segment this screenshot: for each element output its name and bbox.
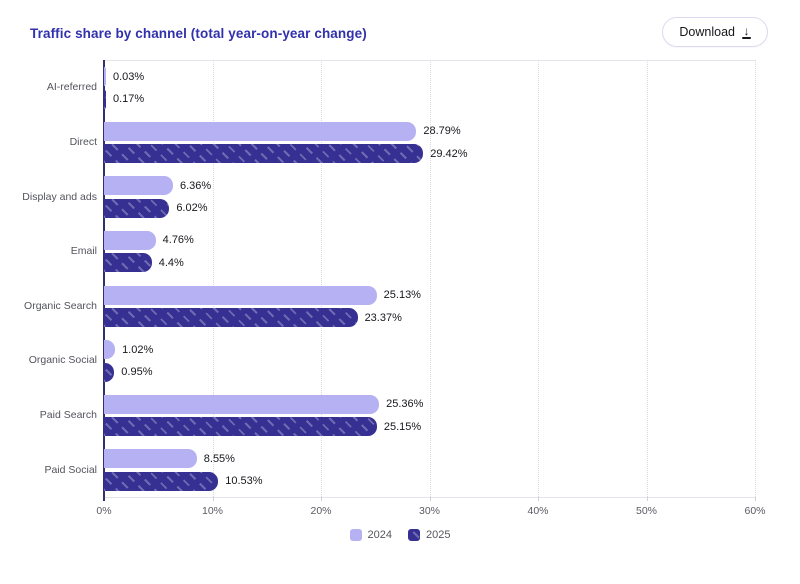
x-tick-label: 0% <box>96 505 112 517</box>
bar-2025 <box>104 89 106 109</box>
category-label: Email <box>70 245 97 258</box>
bar-value-label: 25.36% <box>386 398 424 411</box>
bar-value-label: 0.17% <box>113 93 145 105</box>
bar-value-label: 4.76% <box>162 234 194 247</box>
bar-value-label: 8.55% <box>203 452 235 465</box>
bar-value-label: 25.15% <box>383 420 422 433</box>
gridline <box>212 60 214 497</box>
bar-value-label: 0.03% <box>113 70 145 83</box>
gridline <box>646 60 648 497</box>
gridline <box>429 60 431 497</box>
legend-label: 2024 <box>367 529 392 541</box>
x-tick-label: 60% <box>744 505 766 517</box>
bar-value-label: 4.4% <box>158 256 184 269</box>
category-label: Display and ads <box>22 190 97 203</box>
bar-2024 <box>104 67 106 86</box>
bar-value-label: 23.37% <box>364 311 402 324</box>
bar-2024 <box>104 340 116 360</box>
download-button-label: Download <box>679 25 735 39</box>
x-tick-mark <box>212 497 214 501</box>
bar-2024 <box>104 176 173 196</box>
page-title: Traffic share by channel (total year-on-… <box>30 26 367 41</box>
bar-2024 <box>104 121 417 141</box>
bar-2025 <box>104 471 219 491</box>
legend-item-2025[interactable]: 2025 <box>408 529 450 541</box>
chart-legend: 2024 2025 <box>0 529 800 541</box>
x-tick-label: 30% <box>418 505 441 517</box>
bar-value-label: 10.53% <box>225 475 263 488</box>
x-tick-mark <box>538 497 539 501</box>
legend-swatch <box>408 529 420 541</box>
download-icon: ↓ <box>742 23 751 39</box>
bar-2025 <box>104 144 424 164</box>
zero-axis-line <box>103 60 105 501</box>
bar-2024 <box>104 394 380 414</box>
x-tick-mark <box>321 497 322 501</box>
bar-2025 <box>104 308 358 327</box>
bar-value-label: 25.13% <box>383 289 421 301</box>
x-tick-mark <box>429 497 431 501</box>
category-label: AI-referred <box>46 81 97 94</box>
bar-2025 <box>104 198 170 218</box>
x-tick-mark <box>755 497 756 501</box>
download-button[interactable]: Download ↓ <box>662 17 768 47</box>
category-label: Direct <box>69 135 97 148</box>
category-label: Paid Social <box>44 463 97 476</box>
bar-2025 <box>104 417 377 437</box>
chart-plot-area: 0.03% 0.17% 28.79% 29.42% 6.36% 6.02% 4.76% 4.4… <box>103 60 756 501</box>
legend-label: 2025 <box>426 529 451 541</box>
bar-value-label: 0.95% <box>121 366 153 379</box>
x-tick-label: 10% <box>201 505 224 517</box>
category-label: Organic Social <box>28 354 97 367</box>
bar-value-label: 1.02% <box>122 343 154 356</box>
x-tick-label: 20% <box>310 505 332 517</box>
bar-2025 <box>104 253 152 273</box>
bar-2025 <box>104 362 115 382</box>
bar-2024 <box>104 449 197 469</box>
bar-value-label: 6.36% <box>180 179 212 192</box>
x-tick-label: 40% <box>527 505 549 517</box>
bar-value-label: 6.02% <box>176 202 208 215</box>
legend-swatch <box>349 529 362 541</box>
bar-value-label: 29.42% <box>430 147 468 160</box>
gridline <box>321 60 322 497</box>
category-label: Paid Search <box>39 409 97 422</box>
category-label: Organic Search <box>24 299 97 312</box>
bar-2024 <box>104 230 156 250</box>
bar-2024 <box>104 285 377 305</box>
bar-value-label: 28.79% <box>423 125 461 138</box>
gridline <box>755 60 756 497</box>
legend-item-2024[interactable]: 2024 <box>349 529 392 541</box>
gridline <box>538 60 539 497</box>
x-tick-mark <box>646 497 648 501</box>
x-tick-label: 50% <box>635 505 658 517</box>
